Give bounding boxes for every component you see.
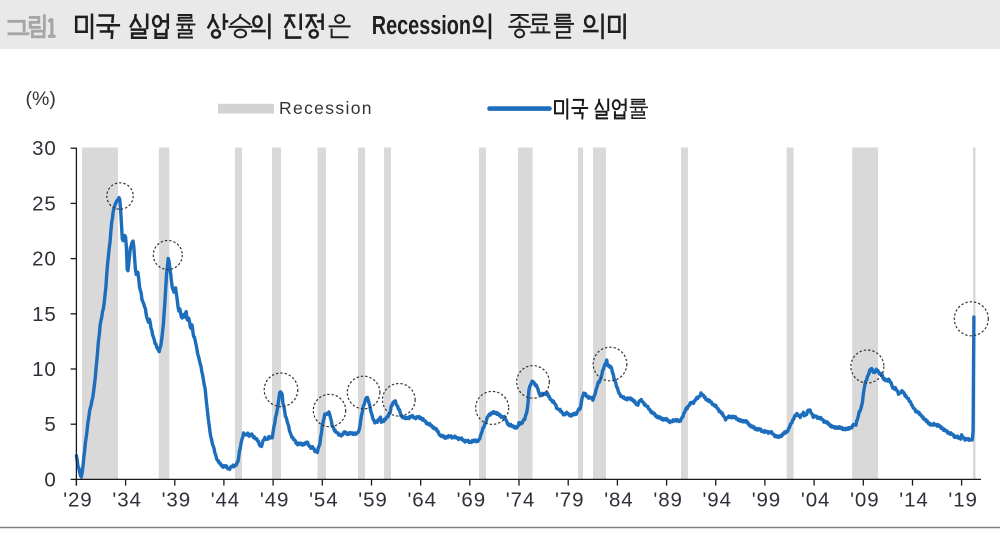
svg-text:'19: '19: [948, 489, 977, 512]
svg-text:'14: '14: [899, 489, 928, 512]
svg-text:15: 15: [32, 303, 57, 326]
svg-text:'34: '34: [112, 489, 141, 512]
svg-text:'69: '69: [457, 489, 486, 512]
svg-text:30: 30: [32, 137, 57, 160]
svg-text:25: 25: [32, 192, 57, 215]
svg-text:'39: '39: [162, 489, 191, 512]
svg-text:Recession: Recession: [279, 98, 373, 118]
svg-text:'09: '09: [850, 489, 879, 512]
svg-text:20: 20: [32, 248, 57, 271]
svg-text:'44: '44: [211, 489, 240, 512]
svg-text:'04: '04: [801, 489, 830, 512]
svg-text:'64: '64: [407, 489, 436, 512]
svg-text:10: 10: [32, 358, 57, 381]
svg-text:'49: '49: [260, 489, 289, 512]
svg-text:'54: '54: [309, 489, 338, 512]
svg-text:'79: '79: [555, 489, 584, 512]
svg-text:'84: '84: [604, 489, 633, 512]
svg-text:'89: '89: [653, 489, 682, 512]
svg-text:'59: '59: [358, 489, 387, 512]
svg-text:'29: '29: [63, 489, 92, 512]
svg-text:0: 0: [44, 468, 56, 491]
svg-text:'94: '94: [702, 489, 731, 512]
svg-text:Recession: Recession: [372, 11, 471, 40]
svg-text:'74: '74: [506, 489, 535, 512]
svg-text:(%): (%): [26, 88, 56, 110]
svg-text:'99: '99: [752, 489, 781, 512]
svg-text:5: 5: [44, 413, 56, 436]
